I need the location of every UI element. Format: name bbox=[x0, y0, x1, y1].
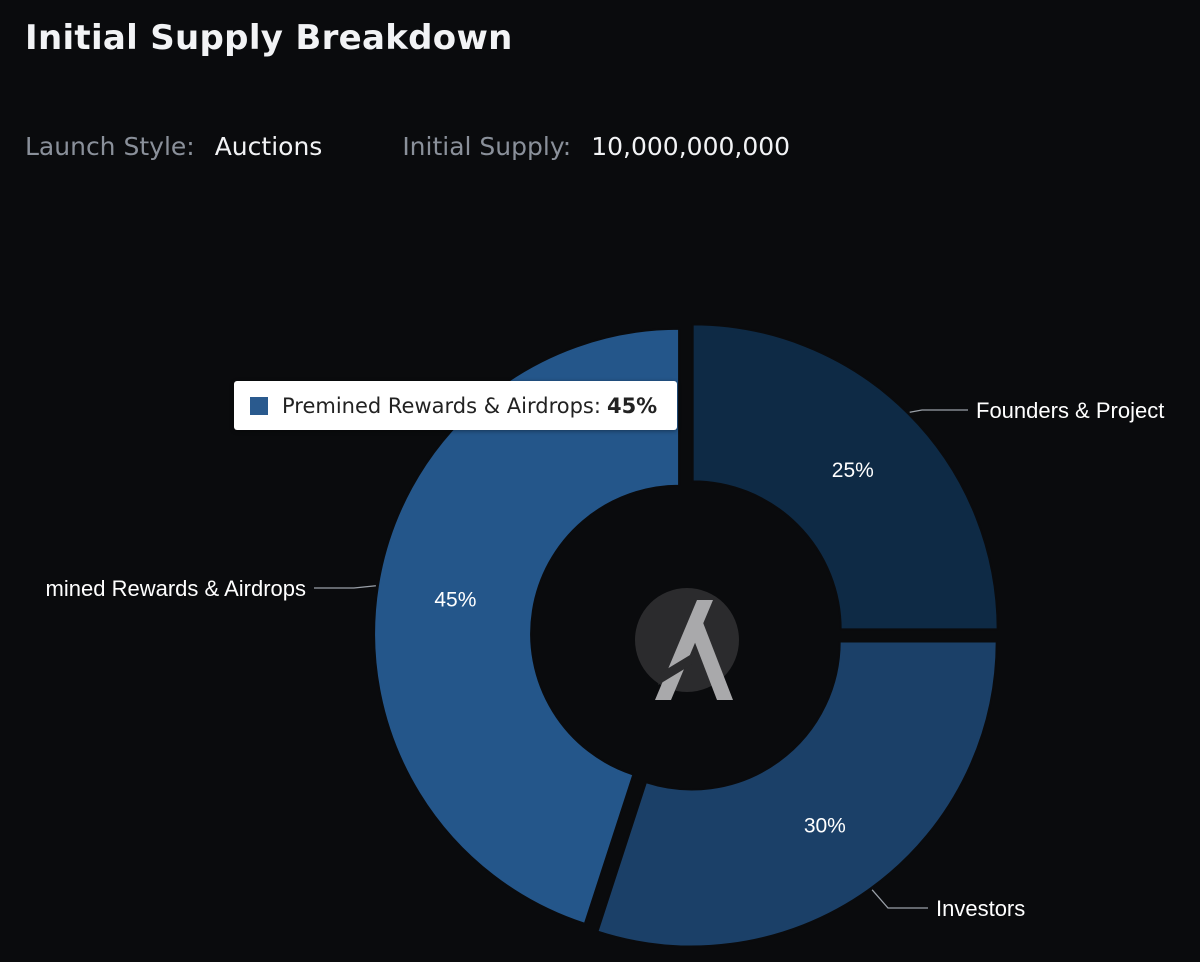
supply-meta: Launch Style: Auctions Initial Supply: 1… bbox=[25, 132, 790, 161]
algorand-logo-icon bbox=[635, 588, 739, 700]
donut-slice-mined-rewards-airdrops[interactable] bbox=[373, 327, 681, 925]
slice-percent-label: 25% bbox=[832, 459, 874, 482]
slice-percent-label: 30% bbox=[804, 815, 846, 838]
initial-supply-value: 10,000,000,000 bbox=[591, 132, 791, 161]
page-title: Initial Supply Breakdown bbox=[25, 18, 513, 58]
slice-name-label: mined Rewards & Airdrops bbox=[46, 576, 306, 601]
slice-connector-line bbox=[314, 585, 376, 589]
tooltip-value: 45% bbox=[606, 393, 658, 418]
tooltip-label: Premined Rewards & Airdrops: bbox=[282, 393, 601, 418]
donut-slice-investors[interactable] bbox=[596, 640, 998, 948]
slice-connector-line bbox=[871, 889, 928, 909]
tooltip-swatch bbox=[250, 396, 268, 415]
slice-name-label: Investors bbox=[936, 896, 1025, 921]
donut-slice-founders-project[interactable] bbox=[691, 323, 999, 631]
slice-name-label: Founders & Project bbox=[976, 398, 1164, 423]
slice-percent-label: 45% bbox=[434, 588, 476, 611]
initial-supply-label: Initial Supply: bbox=[402, 132, 572, 161]
slice-connector-line bbox=[909, 409, 968, 413]
launch-style-value: Auctions bbox=[214, 132, 323, 161]
chart-tooltip: Premined Rewards & Airdrops: 45% bbox=[234, 381, 677, 430]
launch-style-label: Launch Style: bbox=[25, 132, 195, 161]
